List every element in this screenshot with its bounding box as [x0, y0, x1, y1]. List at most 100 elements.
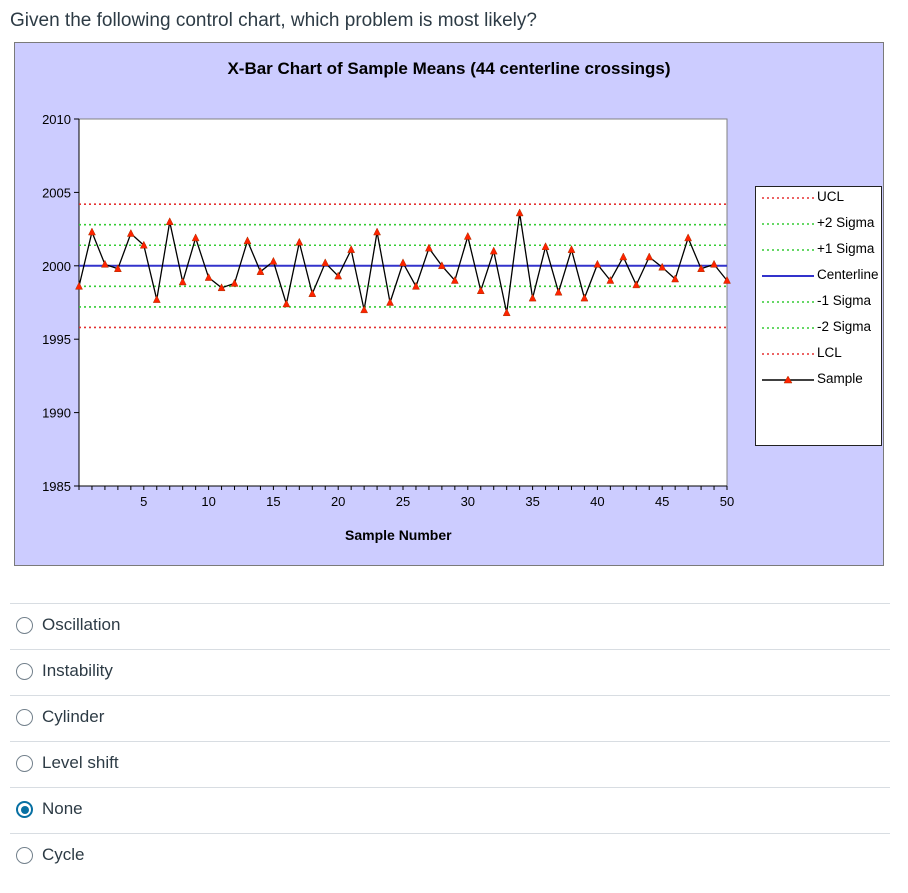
radio-button[interactable]: [16, 663, 33, 680]
x-tick-label: 35: [525, 494, 539, 509]
data-point: [658, 262, 667, 271]
legend-label: -1 Sigma: [817, 293, 872, 308]
data-point: [139, 240, 148, 249]
legend-swatch: [762, 327, 814, 329]
data-point: [580, 293, 589, 302]
data-point: [399, 258, 407, 267]
x-axis-title: Sample Number: [345, 527, 452, 543]
x-tick-label: 10: [201, 494, 215, 509]
x-tick-label: 20: [331, 494, 345, 509]
legend-item--2-sigma: -2 Sigma: [762, 319, 880, 339]
answer-options: Oscillation Instability Cylinder Level shif…: [10, 603, 890, 879]
data-point: [671, 274, 680, 283]
legend-swatch: [762, 301, 814, 303]
data-point: [88, 227, 96, 236]
data-point: [632, 280, 641, 289]
data-point: [567, 245, 576, 253]
data-point: [489, 246, 498, 255]
radio-button[interactable]: [16, 755, 33, 772]
legend-item--2-sigma: +2 Sigma: [762, 215, 880, 235]
x-tick-label: 40: [590, 494, 604, 509]
answer-option-label: None: [42, 799, 83, 818]
data-point: [697, 264, 705, 272]
data-point: [386, 297, 394, 306]
answer-option-label: Cycle: [42, 845, 85, 864]
data-point: [502, 308, 511, 317]
data-point: [347, 245, 356, 253]
data-point: [373, 227, 381, 236]
y-tick-label: 2005: [42, 185, 71, 200]
data-point: [230, 278, 239, 287]
answer-option-none[interactable]: None: [10, 787, 890, 833]
data-point: [243, 236, 252, 245]
data-point: [256, 267, 265, 275]
legend-item-ucl: UCL: [762, 189, 880, 209]
data-point: [113, 264, 122, 272]
data-point: [217, 283, 226, 292]
data-point: [425, 243, 433, 252]
data-point: [334, 271, 343, 280]
answer-option-label: Cylinder: [42, 707, 105, 726]
legend-swatch: [762, 275, 814, 277]
data-point: [204, 272, 213, 281]
control-chart: 1985 1990 1995 2000 2005 2010 5 10 15 20 25 30 35 40 4…: [14, 42, 884, 566]
data-point: [152, 295, 161, 303]
answer-option-oscillation[interactable]: Oscillation: [10, 603, 890, 649]
legend-label: Centerline: [817, 267, 879, 282]
answer-option-instability[interactable]: Instability: [10, 649, 890, 695]
legend-swatch: [762, 197, 814, 199]
data-point: [541, 242, 550, 250]
y-tick-label: 1990: [42, 406, 71, 421]
data-point: [191, 233, 200, 242]
data-point: [554, 287, 563, 296]
x-tick-label: 50: [720, 494, 734, 509]
data-point: [437, 261, 446, 270]
answer-option-cycle[interactable]: Cycle: [10, 833, 890, 879]
legend-label: -2 Sigma: [817, 319, 872, 334]
data-point: [723, 275, 731, 284]
data-point: [619, 252, 628, 261]
legend-swatch: [762, 249, 814, 251]
legend-item-lcl: LCL: [762, 345, 880, 365]
data-point: [476, 286, 485, 295]
data-point: [684, 233, 693, 242]
legend-swatch: [762, 223, 814, 225]
chart-plot: 1985 1990 1995 2000 2005 2010 5 10 15 20 25 30 35 40 4…: [42, 112, 734, 509]
radio-button[interactable]: [16, 617, 33, 634]
data-point: [75, 281, 83, 290]
chart-title: X-Bar Chart of Sample Means (44 centerli…: [227, 59, 671, 78]
legend-label: +2 Sigma: [817, 215, 875, 230]
answer-option-level-shift[interactable]: Level shift: [10, 741, 890, 787]
data-point: [528, 293, 537, 302]
data-point: [606, 275, 615, 284]
legend-swatch: [762, 353, 814, 355]
legend-label: UCL: [817, 189, 845, 204]
data-point: [295, 237, 304, 246]
data-point: [645, 252, 654, 261]
answer-option-label: Instability: [42, 661, 113, 680]
answer-option-cylinder[interactable]: Cylinder: [10, 695, 890, 741]
y-tick-label: 1995: [42, 332, 71, 347]
answer-option-label: Level shift: [42, 753, 119, 772]
y-tick-label: 2000: [42, 259, 71, 274]
y-tick-label: 1985: [42, 479, 71, 494]
x-tick-label: 30: [461, 494, 475, 509]
radio-button[interactable]: [16, 847, 33, 864]
chart-legend: UCL +2 Sigma +1 Sigma Centerline -1 Sigma -2 …: [755, 186, 882, 446]
data-point: [321, 258, 330, 267]
data-point: [450, 275, 459, 284]
legend-label: LCL: [817, 345, 842, 360]
legend-item-sample: Sample: [762, 371, 880, 391]
data-point: [282, 299, 291, 308]
radio-button[interactable]: [16, 709, 33, 726]
legend-label: +1 Sigma: [817, 241, 875, 256]
radio-button-selected[interactable]: [16, 801, 33, 818]
data-point: [412, 281, 420, 290]
data-point: [126, 228, 135, 237]
legend-item--1-sigma: +1 Sigma: [762, 241, 880, 261]
question-text: Given the following control chart, which…: [10, 10, 537, 31]
legend-item--1-sigma: -1 Sigma: [762, 293, 880, 313]
x-tick-label: 5: [140, 494, 147, 509]
answer-option-label: Oscillation: [42, 615, 121, 634]
data-point: [178, 277, 187, 286]
